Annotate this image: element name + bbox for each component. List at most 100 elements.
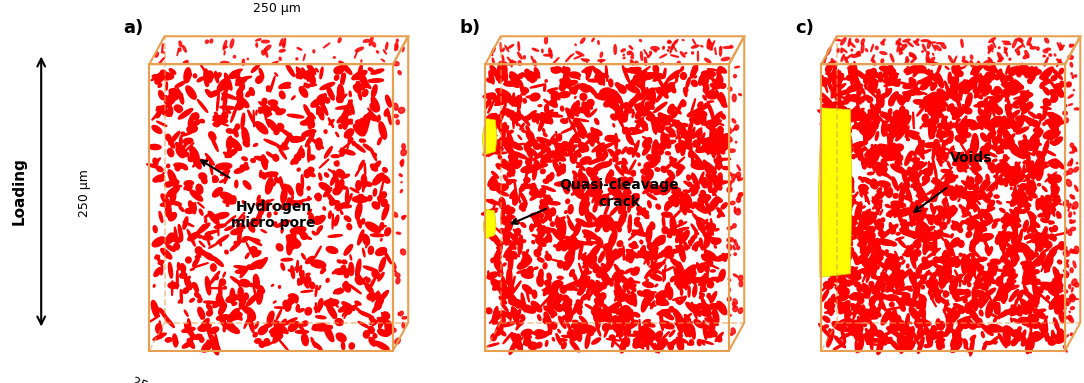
Ellipse shape — [543, 210, 552, 222]
Ellipse shape — [693, 285, 697, 297]
Ellipse shape — [274, 129, 279, 134]
Ellipse shape — [160, 267, 163, 275]
Ellipse shape — [885, 88, 891, 97]
Ellipse shape — [1019, 248, 1033, 252]
Ellipse shape — [879, 96, 881, 99]
Ellipse shape — [1063, 250, 1070, 256]
Ellipse shape — [661, 250, 673, 258]
Ellipse shape — [994, 264, 996, 275]
Ellipse shape — [888, 127, 894, 143]
Ellipse shape — [972, 290, 986, 298]
Ellipse shape — [737, 165, 740, 170]
Ellipse shape — [541, 153, 552, 164]
Ellipse shape — [235, 142, 238, 150]
Ellipse shape — [513, 113, 514, 128]
Ellipse shape — [892, 316, 898, 322]
Ellipse shape — [178, 224, 183, 241]
Ellipse shape — [906, 264, 908, 268]
Ellipse shape — [1008, 120, 1017, 129]
Ellipse shape — [537, 227, 553, 233]
Ellipse shape — [964, 164, 966, 169]
Ellipse shape — [509, 296, 514, 303]
Ellipse shape — [824, 258, 834, 265]
Ellipse shape — [158, 91, 165, 100]
Ellipse shape — [822, 290, 829, 301]
Ellipse shape — [589, 245, 601, 259]
Ellipse shape — [903, 298, 906, 301]
Ellipse shape — [721, 203, 727, 209]
Ellipse shape — [1001, 217, 1006, 223]
Ellipse shape — [537, 342, 542, 348]
Ellipse shape — [511, 281, 521, 296]
Ellipse shape — [989, 163, 995, 170]
Ellipse shape — [522, 183, 534, 188]
Ellipse shape — [932, 44, 935, 51]
Ellipse shape — [876, 279, 881, 288]
Ellipse shape — [1036, 199, 1040, 210]
Ellipse shape — [833, 195, 844, 206]
Ellipse shape — [153, 333, 166, 340]
Ellipse shape — [917, 210, 926, 225]
Ellipse shape — [991, 72, 995, 76]
Ellipse shape — [494, 102, 506, 105]
Ellipse shape — [1006, 249, 1018, 256]
Ellipse shape — [978, 224, 986, 231]
Ellipse shape — [612, 323, 622, 334]
Ellipse shape — [178, 299, 182, 303]
Ellipse shape — [826, 154, 841, 160]
Ellipse shape — [874, 166, 881, 170]
Ellipse shape — [969, 262, 976, 278]
Ellipse shape — [994, 64, 997, 73]
Ellipse shape — [490, 225, 493, 228]
Ellipse shape — [928, 236, 939, 241]
Ellipse shape — [958, 162, 967, 172]
Ellipse shape — [604, 100, 612, 107]
Ellipse shape — [498, 191, 508, 196]
Ellipse shape — [1003, 129, 1007, 138]
Ellipse shape — [917, 80, 931, 84]
Ellipse shape — [555, 182, 569, 186]
Ellipse shape — [1044, 267, 1049, 272]
Ellipse shape — [511, 60, 513, 62]
Ellipse shape — [1072, 250, 1077, 254]
Ellipse shape — [715, 94, 727, 107]
Ellipse shape — [549, 285, 553, 290]
Ellipse shape — [396, 278, 400, 284]
Ellipse shape — [566, 311, 573, 319]
Ellipse shape — [946, 88, 956, 95]
Ellipse shape — [938, 335, 944, 348]
Ellipse shape — [739, 281, 743, 287]
Ellipse shape — [1009, 80, 1020, 88]
Ellipse shape — [496, 136, 511, 148]
Ellipse shape — [402, 216, 404, 219]
Ellipse shape — [1070, 294, 1074, 298]
Ellipse shape — [1018, 38, 1023, 42]
Ellipse shape — [570, 154, 577, 163]
Ellipse shape — [718, 210, 724, 216]
Ellipse shape — [322, 93, 326, 105]
Ellipse shape — [607, 339, 620, 341]
Ellipse shape — [901, 44, 906, 51]
Ellipse shape — [948, 72, 952, 83]
Ellipse shape — [546, 251, 549, 258]
Ellipse shape — [322, 266, 325, 271]
Ellipse shape — [387, 108, 391, 124]
Ellipse shape — [223, 116, 227, 119]
Ellipse shape — [944, 276, 953, 285]
Ellipse shape — [280, 340, 288, 351]
Ellipse shape — [866, 71, 874, 82]
Ellipse shape — [938, 232, 951, 237]
Ellipse shape — [556, 240, 565, 251]
Ellipse shape — [916, 195, 931, 201]
Ellipse shape — [635, 83, 645, 88]
Ellipse shape — [865, 118, 878, 129]
Ellipse shape — [185, 208, 193, 213]
Ellipse shape — [566, 304, 572, 321]
Ellipse shape — [288, 294, 296, 297]
Ellipse shape — [1006, 94, 1011, 109]
Ellipse shape — [503, 48, 504, 52]
Ellipse shape — [159, 321, 162, 338]
Ellipse shape — [877, 89, 880, 103]
Ellipse shape — [331, 339, 334, 341]
Ellipse shape — [1036, 170, 1043, 180]
